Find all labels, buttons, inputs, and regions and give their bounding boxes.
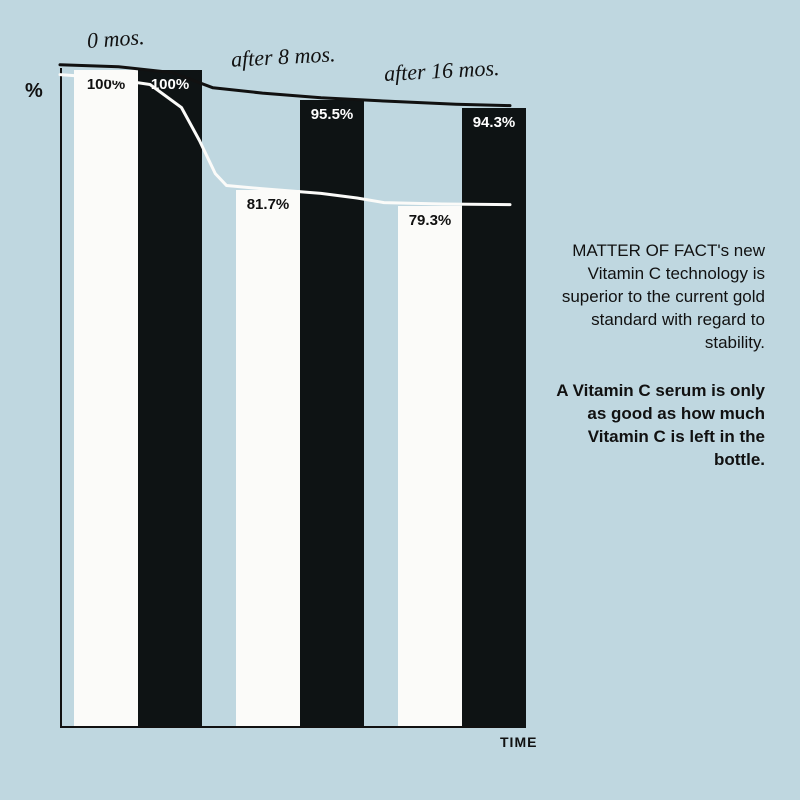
x-axis-line xyxy=(60,726,510,728)
bar-black: 100% xyxy=(138,70,202,728)
y-axis-line xyxy=(60,68,62,728)
bar-black: 95.5% xyxy=(300,100,364,728)
bar-value-label: 94.3% xyxy=(462,114,526,131)
bar-value-label: 100% xyxy=(74,76,138,93)
bar-value-label: 100% xyxy=(138,76,202,93)
bar-white: 79.3% xyxy=(398,206,462,728)
bar-black: 94.3% xyxy=(462,108,526,728)
bar-value-label: 81.7% xyxy=(236,196,300,213)
bar-white: 100% xyxy=(74,70,138,728)
bar-value-label: 95.5% xyxy=(300,106,364,123)
chart-area: 100%100%81.7%95.5%79.3%94.3% xyxy=(60,68,510,728)
bar-value-label: 79.3% xyxy=(398,212,462,229)
x-axis-label: TIME xyxy=(500,734,537,750)
bar-white: 81.7% xyxy=(236,190,300,728)
y-axis-label: % xyxy=(25,80,43,103)
caption-paragraph-1: MATTER OF FACT's new Vitamin C technolog… xyxy=(555,240,765,355)
caption-paragraph-2: A Vitamin C serum is only as good as how… xyxy=(555,380,765,472)
